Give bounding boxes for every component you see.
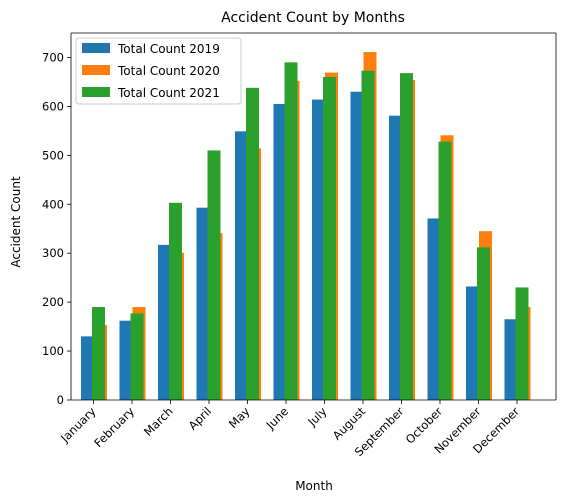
legend: Total Count 2019 Total Count 2020 Total Co… bbox=[75, 37, 242, 105]
bar-total-count-2019-october bbox=[427, 218, 441, 400]
y-tick-label: 0 bbox=[57, 393, 64, 407]
y-tick-label: 300 bbox=[42, 246, 64, 260]
chart-title: Accident Count by Months bbox=[221, 10, 405, 26]
bar-total-count-2019-february bbox=[119, 320, 133, 400]
bar-total-count-2019-august bbox=[350, 91, 364, 400]
bar-total-count-2021-december bbox=[515, 287, 529, 400]
y-tick-label: 200 bbox=[42, 295, 64, 309]
bar-total-count-2021-august bbox=[361, 70, 375, 401]
y-tick-label: 400 bbox=[42, 197, 64, 211]
bar-total-count-2019-september bbox=[389, 115, 402, 400]
bar-total-count-2021-june bbox=[284, 62, 298, 401]
legend-label: Total Count 2019 bbox=[117, 42, 220, 56]
bar-total-count-2019-may bbox=[235, 131, 248, 401]
bar-total-count-2021-march bbox=[169, 202, 182, 400]
bar-total-count-2021-july bbox=[323, 77, 336, 400]
bar-total-count-2019-march bbox=[158, 244, 171, 400]
y-axis-label: Accident Count bbox=[9, 176, 23, 268]
bar-total-count-2019-january bbox=[81, 336, 94, 400]
legend-swatch bbox=[82, 43, 110, 53]
bar-total-count-2021-january bbox=[92, 307, 105, 400]
bar-total-count-2021-april bbox=[207, 150, 221, 400]
y-tick-label: 700 bbox=[42, 50, 64, 64]
y-tick-label: 600 bbox=[42, 99, 64, 113]
bar-total-count-2021-february bbox=[130, 313, 144, 400]
legend-swatch bbox=[82, 65, 110, 75]
bars-group bbox=[81, 52, 531, 401]
x-axis-label: Month bbox=[295, 479, 333, 493]
bar-total-count-2019-november bbox=[466, 286, 479, 400]
y-tick-label: 100 bbox=[42, 344, 64, 358]
bar-total-count-2019-december bbox=[504, 319, 518, 400]
legend-label: Total Count 2021 bbox=[117, 86, 220, 100]
bar-total-count-2021-november bbox=[477, 247, 490, 400]
bar-total-count-2019-april bbox=[196, 207, 210, 400]
legend-label: Total Count 2020 bbox=[117, 64, 220, 78]
bar-total-count-2021-september bbox=[400, 73, 413, 400]
bar-total-count-2019-july bbox=[312, 99, 325, 401]
legend-box bbox=[75, 37, 242, 105]
y-tick-label: 500 bbox=[42, 148, 64, 162]
bar-total-count-2019-june bbox=[273, 103, 287, 400]
legend-swatch bbox=[82, 87, 110, 97]
bar-total-count-2021-may bbox=[246, 87, 259, 400]
bar-total-count-2021-october bbox=[438, 141, 452, 400]
